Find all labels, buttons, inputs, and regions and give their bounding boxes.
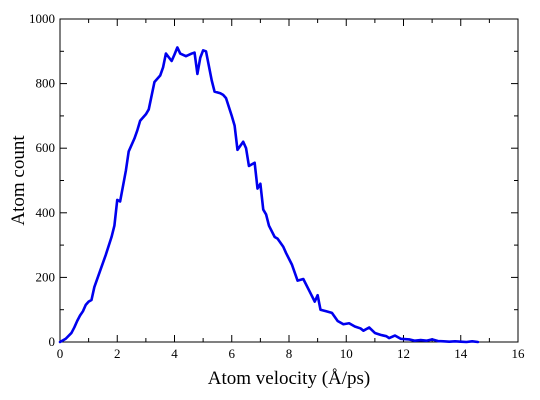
y-tick-label: 400 bbox=[36, 205, 56, 220]
y-tick-label: 800 bbox=[36, 76, 56, 91]
series-line bbox=[58, 46, 480, 344]
y-tick-label: 1000 bbox=[29, 11, 55, 26]
x-tick-label: 12 bbox=[397, 346, 410, 361]
x-tick-label: 8 bbox=[286, 346, 293, 361]
x-tick-label: 14 bbox=[454, 346, 468, 361]
x-tick-label: 4 bbox=[171, 346, 178, 361]
x-tick-label: 16 bbox=[512, 346, 526, 361]
axis-ticks bbox=[59, 18, 519, 343]
x-tick-label: 2 bbox=[114, 346, 121, 361]
x-tick-label: 10 bbox=[340, 346, 353, 361]
y-tick-label: 600 bbox=[36, 140, 56, 155]
tick-labels: 0 2 4 6 8 10 12 14 16 0 200 400 600 800 1000 bbox=[29, 11, 525, 361]
x-tick-label: 0 bbox=[57, 346, 64, 361]
y-tick-label: 200 bbox=[36, 269, 56, 284]
plot-frame bbox=[59, 18, 519, 343]
x-tick-label: 6 bbox=[229, 346, 236, 361]
y-tick-label: 0 bbox=[49, 334, 56, 349]
x-axis-title: Atom velocity (Å/ps) bbox=[208, 368, 371, 389]
y-axis-title: Atom count bbox=[8, 135, 29, 226]
